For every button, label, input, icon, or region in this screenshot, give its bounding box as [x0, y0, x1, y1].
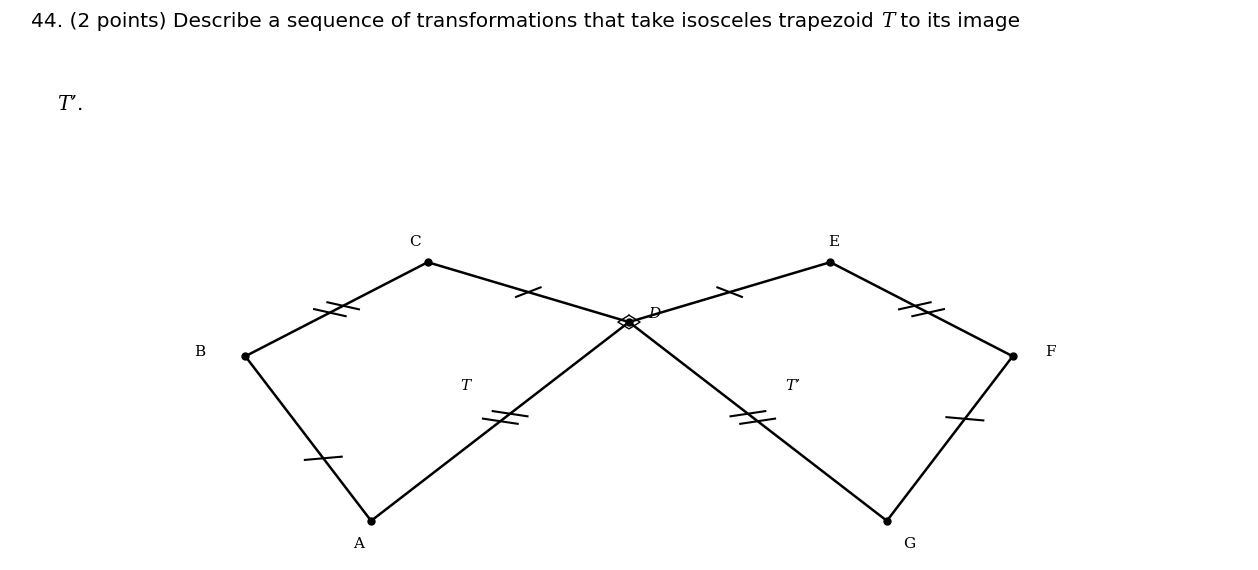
Text: E: E	[829, 235, 839, 249]
Text: B: B	[195, 345, 205, 359]
Text: G: G	[903, 538, 916, 551]
Text: A: A	[353, 538, 364, 551]
Text: .: .	[77, 95, 83, 115]
Text: D: D	[648, 307, 660, 320]
Text: F: F	[1045, 345, 1055, 359]
Text: 44. (2 points) Describe a sequence of transformations that take isosceles trapez: 44. (2 points) Describe a sequence of tr…	[31, 13, 881, 31]
Text: T’: T’	[57, 95, 77, 115]
Text: T: T	[881, 13, 894, 31]
Text: T’: T’	[785, 379, 800, 393]
Text: C: C	[409, 235, 421, 249]
Text: to its image: to its image	[894, 13, 1020, 31]
Text: T: T	[460, 379, 470, 393]
